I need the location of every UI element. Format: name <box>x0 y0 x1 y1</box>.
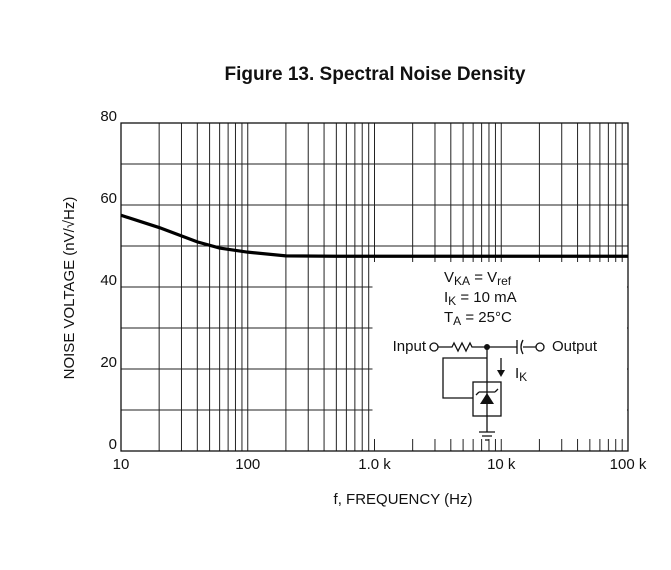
x-tick-label: 10 <box>113 456 130 473</box>
current-label: IK <box>515 365 527 384</box>
circuit-part <box>535 342 545 352</box>
y-tick-label: 80 <box>100 108 117 125</box>
y-tick-label: 40 <box>100 272 117 289</box>
output-label: Output <box>552 338 598 355</box>
y-tick-label: 20 <box>100 354 117 371</box>
circuit-part <box>438 341 517 353</box>
x-axis-label: f, FREQUENCY (Hz) <box>334 491 473 508</box>
text-part: = V <box>470 269 497 286</box>
circuit-node <box>484 344 490 350</box>
condition-label: TA = 25°C <box>444 309 512 328</box>
data-line <box>120 213 628 258</box>
current-arrow <box>497 370 505 377</box>
circuit-part <box>442 347 488 399</box>
subscript: KA <box>454 274 470 288</box>
subscript: K <box>519 370 527 384</box>
x-tick-label: 100 k <box>610 456 647 473</box>
text-part: T <box>444 309 453 326</box>
text-part: = 25°C <box>461 309 512 326</box>
subscript: ref <box>497 274 512 288</box>
circuit-part <box>475 388 499 396</box>
zener-triangle <box>480 393 494 404</box>
condition-label: IK = 10 mA <box>444 289 517 308</box>
text-part: = 10 mA <box>456 289 516 306</box>
text-part: V <box>444 269 454 286</box>
text-part: I <box>515 365 519 382</box>
x-tick-label: 100 <box>235 456 260 473</box>
subscript: A <box>453 314 461 328</box>
y-tick-label: 0 <box>109 436 117 453</box>
chart-title: Figure 13. Spectral Noise Density <box>225 64 526 85</box>
y-axis-label: NOISE VOLTAGE (nV/√Hz) <box>61 197 78 380</box>
x-tick-label: 1.0 k <box>358 456 391 473</box>
marks <box>120 213 628 258</box>
input-label: Input <box>393 338 427 355</box>
inset-panel <box>372 262 627 450</box>
circuit-part <box>516 339 536 355</box>
y-tick-label: 60 <box>100 190 117 207</box>
condition-label: VKA = Vref <box>444 269 512 288</box>
text-part: I <box>444 289 448 306</box>
x-tick-label: 10 k <box>487 456 516 473</box>
subscript: K <box>448 294 456 308</box>
